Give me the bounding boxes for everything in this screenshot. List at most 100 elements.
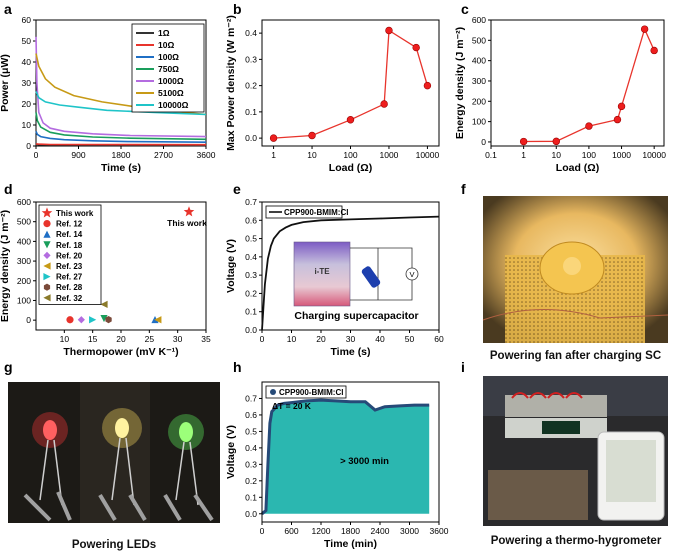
y-tick-label-e: 0.6 xyxy=(245,215,257,225)
legend-label: 10000Ω xyxy=(158,100,189,110)
circuit-wire xyxy=(350,247,413,301)
x-tick-label-e: 50 xyxy=(405,334,415,344)
data-point-c xyxy=(585,122,593,130)
legend-label: 5100Ω xyxy=(158,88,184,98)
data-point xyxy=(77,316,85,324)
y-tick-label-b: 0.4 xyxy=(245,28,257,38)
data-point-b xyxy=(385,26,393,35)
x-tick-label-e: 60 xyxy=(434,334,444,344)
y-tick-label-a: 30 xyxy=(22,78,32,88)
y-tick-label-a: 60 xyxy=(22,15,32,25)
x-tick-label-h: 1200 xyxy=(312,526,331,536)
data-point xyxy=(43,283,51,291)
voltmeter-label: V xyxy=(409,270,414,279)
data-point xyxy=(43,220,51,228)
x-tick-label-h: 3000 xyxy=(400,526,419,536)
x-tick-label-d: 15 xyxy=(88,334,98,344)
series-line-750Ω xyxy=(35,112,207,141)
legend-label: CPP900-BMIM:Cl xyxy=(279,388,343,397)
data-point-c xyxy=(640,25,649,33)
legend-box-e xyxy=(265,205,343,219)
plot-frame-c xyxy=(490,19,665,147)
x-axis-label-d: Thermopower (mV K⁻¹) xyxy=(63,346,178,358)
legend-label: Ref. 27 xyxy=(56,273,83,282)
caption-fan: Powering fan after charging SC xyxy=(489,350,662,362)
y-tick-label-c: 200 xyxy=(472,96,486,106)
delta-t-label: ΔT = 20 K xyxy=(272,401,312,411)
x-tick-label-d: 30 xyxy=(173,334,183,344)
y-tick-label-h: 0.7 xyxy=(245,393,257,403)
caption-thermo-hygrometer: Powering a thermo-hygrometer xyxy=(490,535,662,547)
x-tick-label-e: 30 xyxy=(346,334,356,344)
y-tick-label-e: 0.7 xyxy=(245,197,257,207)
y-tick-label-c: 100 xyxy=(472,117,486,127)
y-tick-label-c: 300 xyxy=(472,76,486,86)
legend-label: Ref. 23 xyxy=(56,262,83,271)
y-tick-label-a: 20 xyxy=(22,99,32,109)
panel-letter-a: a xyxy=(4,1,12,17)
y-tick-label-c: 600 xyxy=(472,15,486,25)
y-tick-label-c: 0 xyxy=(481,137,486,147)
data-point-c xyxy=(650,46,658,55)
legend-label: 100Ω xyxy=(158,52,179,62)
y-tick-label-c: 400 xyxy=(472,56,486,66)
yellow-led xyxy=(115,418,129,438)
x-tick-label-d: 20 xyxy=(116,334,126,344)
led-legs xyxy=(39,437,199,506)
data-point xyxy=(100,314,108,323)
legend-label: This work xyxy=(56,209,94,218)
y-tick-label-h: 0.1 xyxy=(245,492,257,502)
x-tick-label-e: 10 xyxy=(287,334,297,344)
x-tick-label-h: 3600 xyxy=(430,526,449,536)
voltage-area xyxy=(262,400,430,514)
panel-letter-i: i xyxy=(461,359,465,375)
data-point xyxy=(105,316,112,324)
x-tick-label-c: 10000 xyxy=(642,150,666,160)
y-tick-label-d: 500 xyxy=(17,217,31,227)
y-tick-label-d: 200 xyxy=(17,276,31,286)
led-photo-middle-section xyxy=(80,382,150,523)
panel-letter-g: g xyxy=(4,359,13,375)
duration-annotation: > 3000 min xyxy=(340,456,389,467)
y-axis-label-a: Power (μW) xyxy=(0,54,11,112)
panel-letter-c: c xyxy=(461,1,469,17)
x-tick-label-h: 600 xyxy=(284,526,298,536)
y-tick-label-b: 0.1 xyxy=(245,107,257,117)
x-tick-label-a: 1800 xyxy=(112,150,131,160)
data-point-c xyxy=(552,137,560,146)
lab-bench xyxy=(488,470,588,520)
photo-fan xyxy=(482,196,669,343)
chart-c-energy-density-vs-load: 0.1 1 10 100 1000 10000 0 100 200 300 400 500 600 Loa… xyxy=(454,15,666,174)
y-tick-label-b: 0.2 xyxy=(245,81,257,91)
x-axis-label-e: Time (s) xyxy=(330,346,370,358)
green-led xyxy=(179,422,193,442)
series-line-100Ω xyxy=(35,130,207,143)
red-led xyxy=(43,420,57,440)
chart-e-charging-curve: 0 10 20 30 40 50 60 0.0 0.1 0.2 0.3 0.4 0.5 0.6 0.7 Tim… xyxy=(225,197,444,358)
y-tick-label-h: 0.0 xyxy=(245,509,257,519)
data-point xyxy=(43,273,51,281)
legend-label: 1000Ω xyxy=(158,76,184,86)
panel-letter-d: d xyxy=(4,181,13,197)
x-tick-label-a: 3600 xyxy=(197,150,216,160)
data-point-c xyxy=(617,102,626,111)
legend-label: Ref. 28 xyxy=(56,283,83,292)
x-tick-label-a: 900 xyxy=(71,150,85,160)
red-wires xyxy=(511,392,583,399)
data-point-b xyxy=(308,131,316,140)
x-tick-label-b: 100 xyxy=(343,150,357,160)
i-te-device xyxy=(293,241,351,307)
y-tick-label-c: 500 xyxy=(472,35,486,45)
series-line-1000Ω xyxy=(35,36,207,138)
y-tick-label-h: 0.6 xyxy=(245,410,257,420)
y-tick-label-d: 100 xyxy=(17,295,31,305)
data-point-b xyxy=(423,81,432,90)
x-tick-label-b: 10000 xyxy=(416,150,440,160)
data-point-b xyxy=(269,134,278,142)
data-point xyxy=(41,207,53,218)
thermo-hygrometer-screen xyxy=(606,440,656,502)
x-tick-label-b: 1000 xyxy=(380,150,399,160)
charging-curve xyxy=(261,215,440,331)
data-point xyxy=(66,316,74,324)
